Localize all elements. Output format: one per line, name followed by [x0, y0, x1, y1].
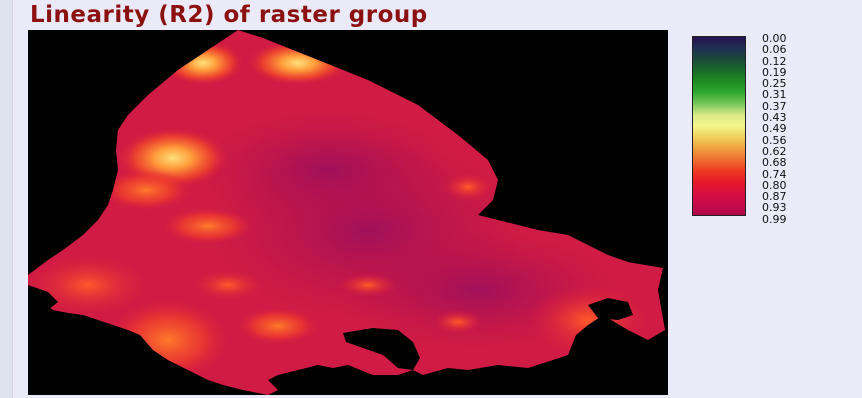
legend-label: 0.62	[762, 144, 787, 158]
raster-map	[28, 30, 668, 395]
legend-label: 0.12	[762, 54, 787, 68]
legend-labels: 0.00 0.06 0.12 0.19 0.25 0.31 0.37 0.43 …	[762, 32, 842, 225]
legend-label: 0.19	[762, 65, 787, 79]
legend-label: 0.74	[762, 167, 787, 181]
legend-label: 0.68	[762, 156, 787, 170]
legend-label: 0.93	[762, 201, 787, 215]
legend-label: 0.43	[762, 111, 787, 125]
coast-notch	[28, 285, 58, 313]
legend-label: 0.25	[762, 77, 787, 91]
legend-label: 0.37	[762, 99, 787, 113]
legend-color-bar	[692, 36, 746, 216]
coast-inlet	[588, 298, 633, 320]
legend-label: 0.06	[762, 43, 787, 57]
legend-label: 0.00	[762, 32, 787, 45]
raster-map-canvas	[28, 30, 665, 395]
lake-cutout	[343, 328, 420, 370]
legend-label: 0.80	[762, 178, 787, 192]
map-title: Linearity (R2) of raster group	[30, 2, 428, 28]
color-legend: 0.00 0.06 0.12 0.19 0.25 0.31 0.37 0.43 …	[692, 32, 842, 225]
legend-label: 0.87	[762, 190, 787, 204]
legend-label: 0.49	[762, 122, 787, 136]
window-edge	[0, 0, 13, 398]
legend-label: 0.56	[762, 133, 787, 147]
legend-label: 0.99	[762, 212, 787, 226]
legend-label: 0.31	[762, 88, 787, 102]
